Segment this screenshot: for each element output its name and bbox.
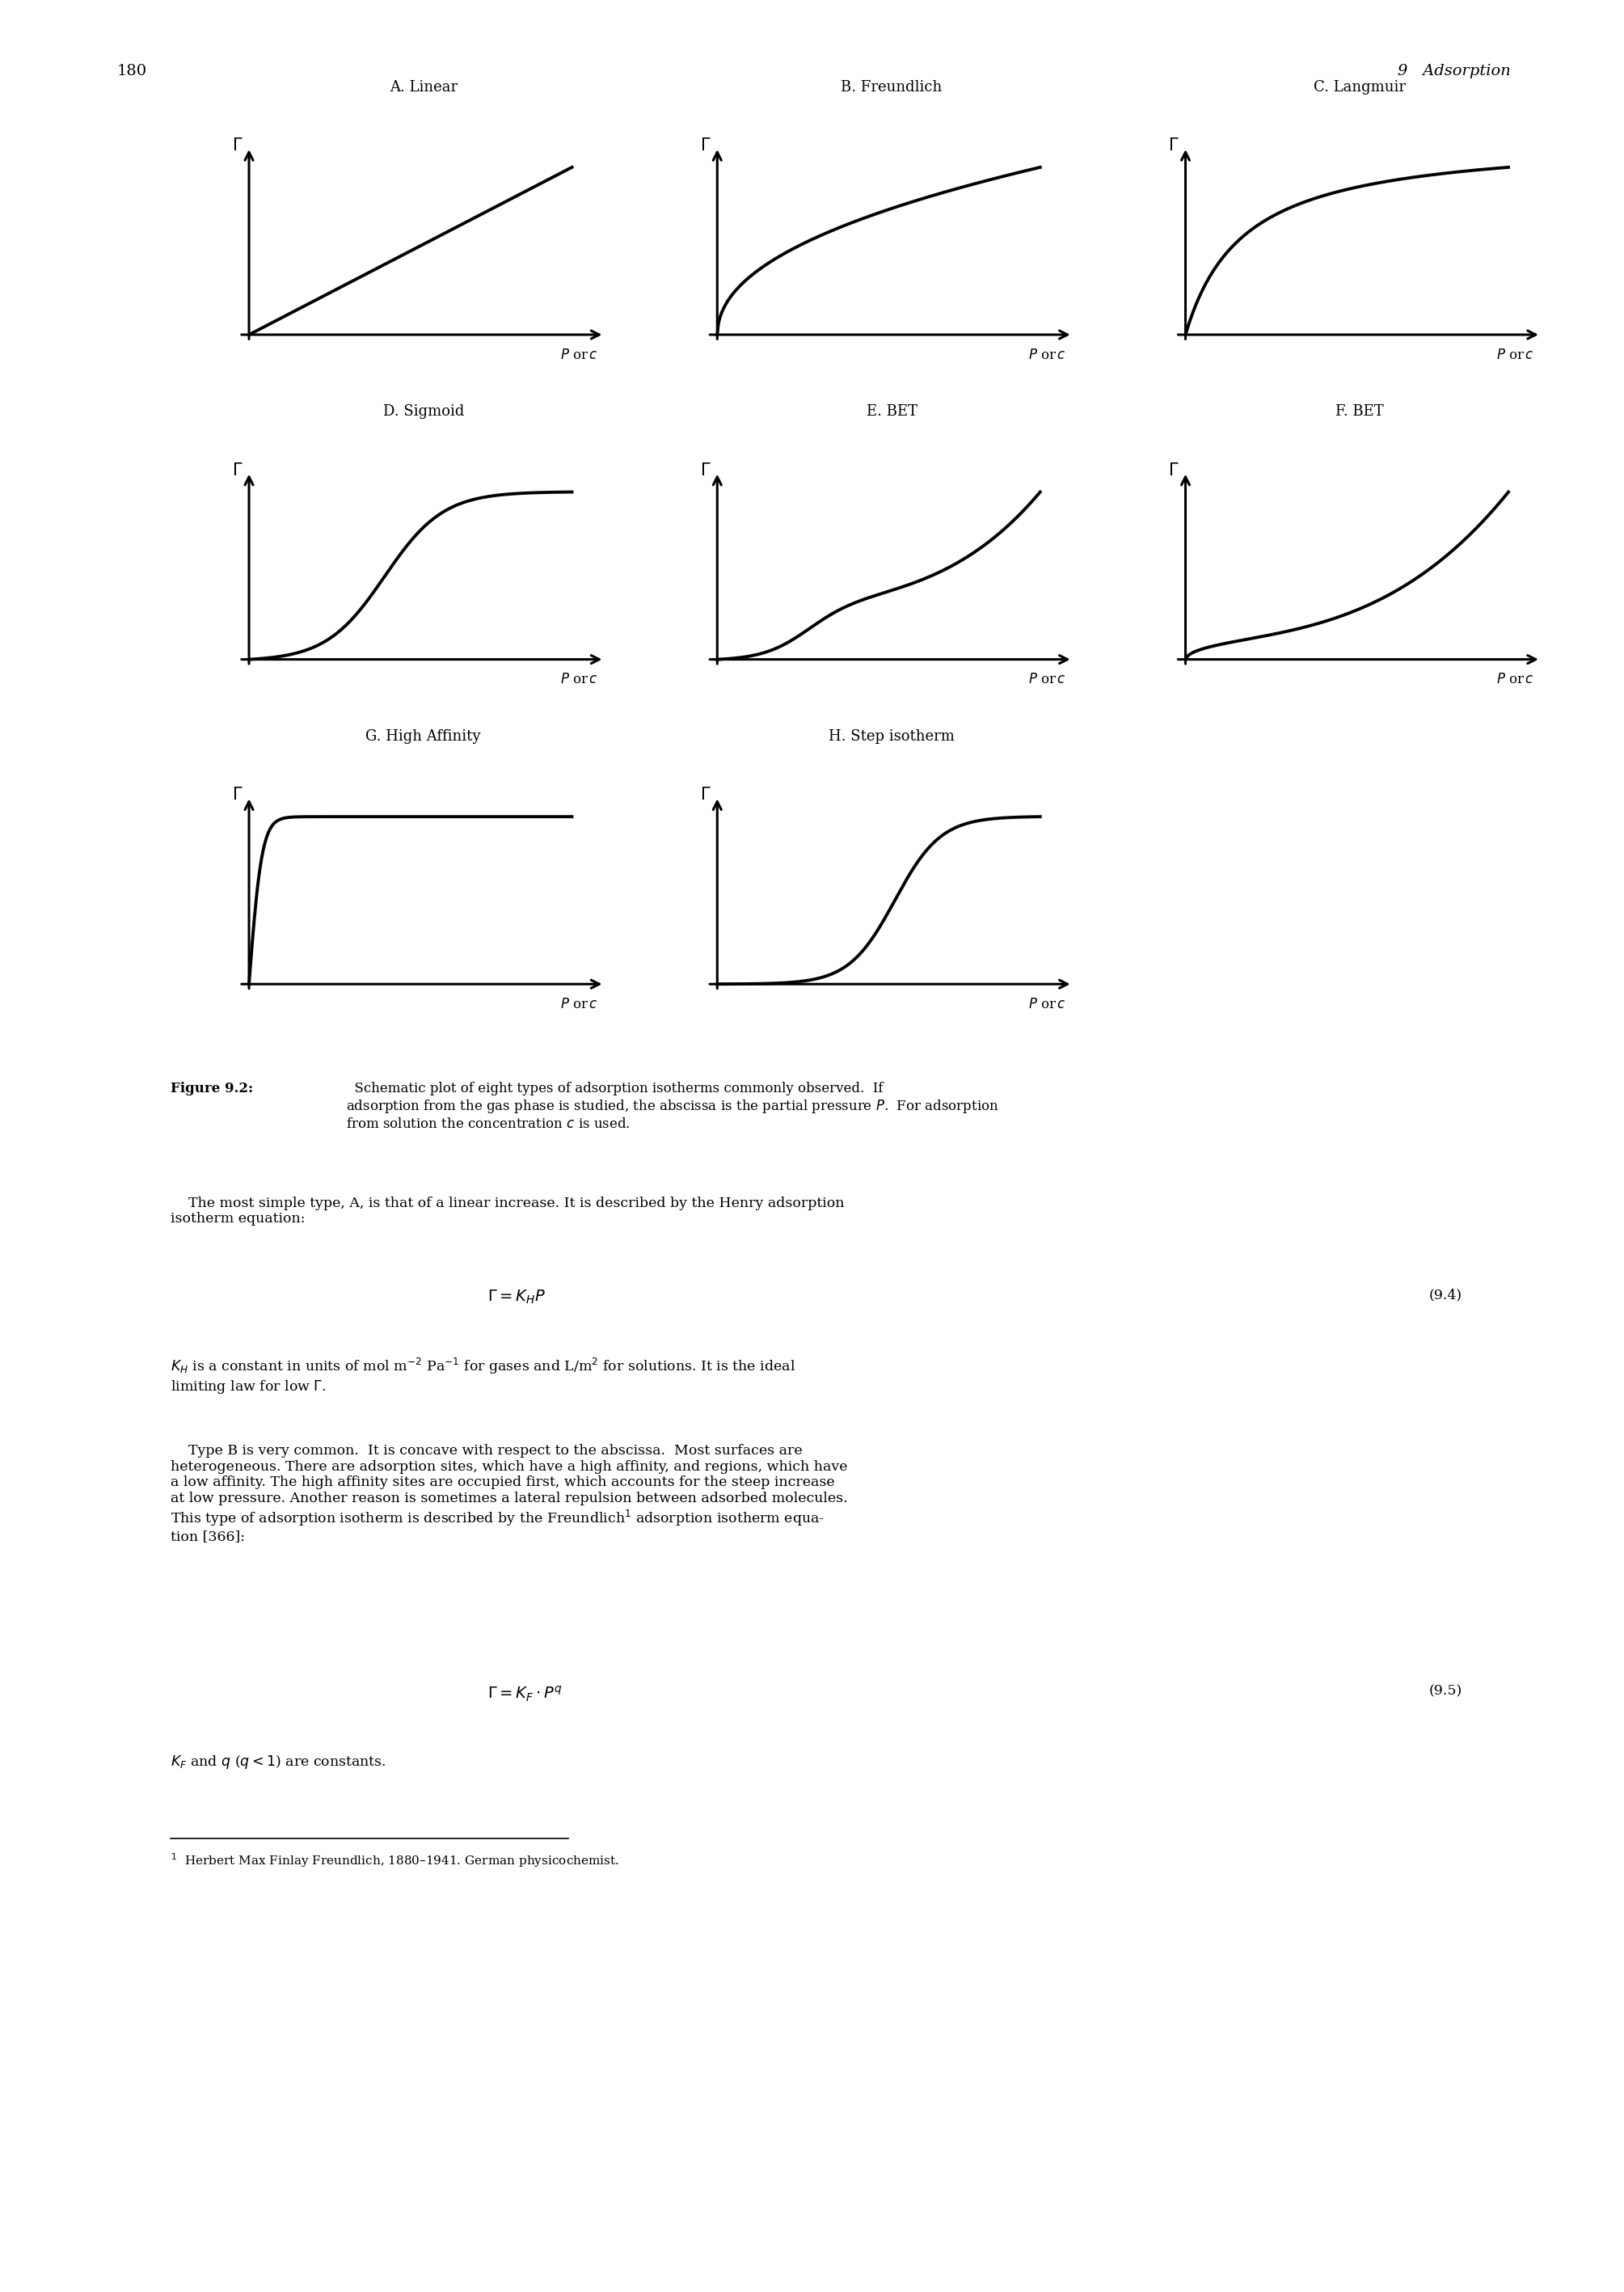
Text: D. Sigmoid: D. Sigmoid — [383, 403, 464, 419]
Text: $P$ or$\,c$: $P$ or$\,c$ — [1496, 674, 1535, 688]
Text: $P$ or$\,c$: $P$ or$\,c$ — [1028, 348, 1065, 362]
Text: Figure 9.2:: Figure 9.2: — [171, 1082, 253, 1096]
Text: $K_H$ is a constant in units of mol m$^{-2}$ Pa$^{-1}$ for gases and L/m$^{2}$ f: $K_H$ is a constant in units of mol m$^{… — [171, 1357, 796, 1396]
Text: $\Gamma = K_H P$: $\Gamma = K_H P$ — [487, 1288, 546, 1306]
Text: G. High Affinity: G. High Affinity — [365, 729, 481, 743]
Text: A. Linear: A. Linear — [390, 80, 458, 94]
Text: (9.5): (9.5) — [1429, 1685, 1463, 1698]
Text: $P$ or$\,c$: $P$ or$\,c$ — [560, 997, 598, 1011]
Text: $P$ or$\,c$: $P$ or$\,c$ — [560, 674, 598, 688]
Text: 9   Adsorption: 9 Adsorption — [1397, 64, 1510, 78]
Text: H. Step isotherm: H. Step isotherm — [828, 729, 955, 743]
Text: $\mathit{\Gamma}$: $\mathit{\Gamma}$ — [700, 138, 711, 154]
Text: $P$ or$\,c$: $P$ or$\,c$ — [1028, 997, 1065, 1011]
Text: 180: 180 — [117, 64, 146, 78]
Text: $\mathit{\Gamma}$: $\mathit{\Gamma}$ — [1168, 463, 1179, 479]
Text: Type B is very common.  It is concave with respect to the abscissa.  Most surfac: Type B is very common. It is concave wit… — [171, 1444, 848, 1543]
Text: $\Gamma = K_F \cdot P^q$: $\Gamma = K_F \cdot P^q$ — [487, 1685, 562, 1703]
Text: $P$ or$\,c$: $P$ or$\,c$ — [560, 348, 598, 362]
Text: $\mathit{\Gamma}$: $\mathit{\Gamma}$ — [700, 786, 711, 802]
Text: $\mathit{\Gamma}$: $\mathit{\Gamma}$ — [232, 138, 242, 154]
Text: C. Langmuir: C. Langmuir — [1314, 80, 1406, 94]
Text: (9.4): (9.4) — [1429, 1288, 1462, 1302]
Text: $\mathit{\Gamma}$: $\mathit{\Gamma}$ — [1168, 138, 1179, 154]
Text: The most simple type, A, is that of a linear increase. It is described by the He: The most simple type, A, is that of a li… — [171, 1196, 844, 1226]
Text: $\mathit{\Gamma}$: $\mathit{\Gamma}$ — [700, 463, 711, 479]
Text: $\mathit{\Gamma}$: $\mathit{\Gamma}$ — [232, 463, 242, 479]
Text: $K_F$ and $q$ ($q < 1$) are constants.: $K_F$ and $q$ ($q < 1$) are constants. — [171, 1753, 387, 1769]
Text: B. Freundlich: B. Freundlich — [841, 80, 942, 94]
Text: $\mathit{\Gamma}$: $\mathit{\Gamma}$ — [232, 786, 242, 802]
Text: $P$ or$\,c$: $P$ or$\,c$ — [1496, 348, 1535, 362]
Text: F. BET: F. BET — [1337, 403, 1384, 419]
Text: $^1$  Herbert Max Finlay Freundlich, 1880–1941. German physicochemist.: $^1$ Herbert Max Finlay Freundlich, 1880… — [171, 1852, 619, 1870]
Text: Schematic plot of eight types of adsorption isotherms commonly observed.  If
ads: Schematic plot of eight types of adsorpt… — [346, 1082, 999, 1130]
Text: $P$ or$\,c$: $P$ or$\,c$ — [1028, 674, 1065, 688]
Text: E. BET: E. BET — [866, 403, 918, 419]
